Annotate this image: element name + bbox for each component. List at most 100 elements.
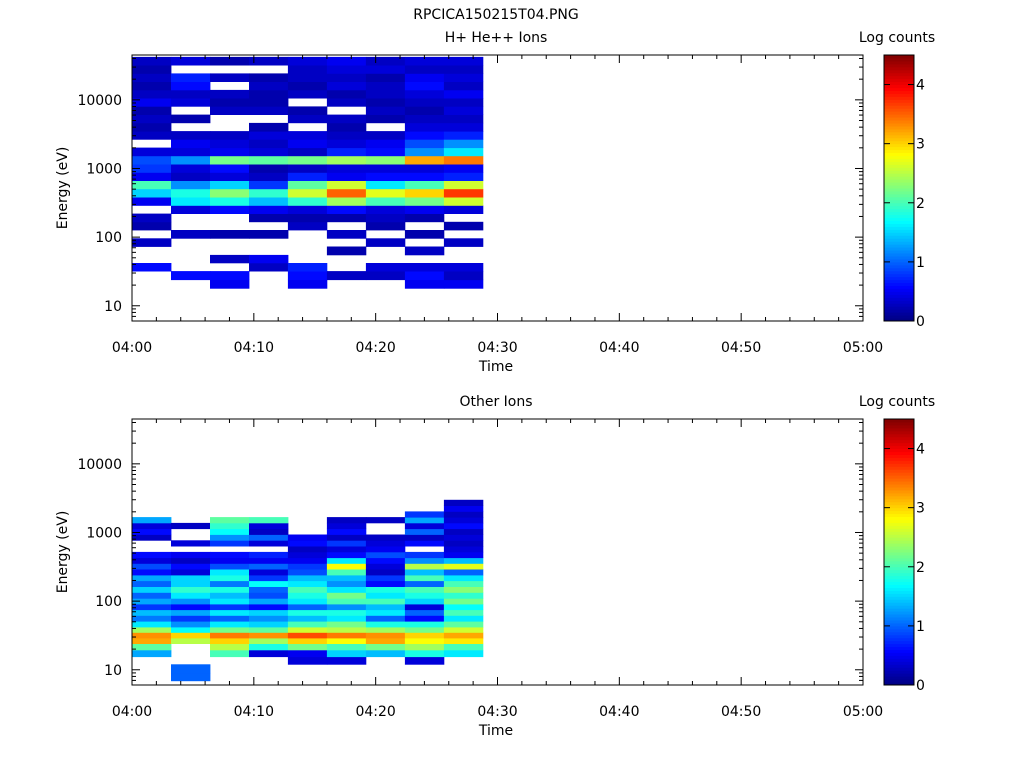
heatmap-cell xyxy=(443,221,484,231)
heatmap-cell xyxy=(404,73,445,82)
colorbar-segment xyxy=(884,288,914,292)
heatmap-cell xyxy=(132,147,172,157)
heatmap-cell xyxy=(326,632,367,639)
heatmap-cell xyxy=(443,540,484,547)
heatmap-cell xyxy=(210,230,250,239)
heatmap-cell xyxy=(443,139,484,149)
colorbar-segment xyxy=(884,291,914,295)
colorbar-segment xyxy=(884,229,914,233)
heatmap-cell xyxy=(171,575,211,582)
colorbar-segment xyxy=(884,176,914,180)
colorbar-segment xyxy=(884,670,914,674)
y-tick-label: 10 xyxy=(104,299,122,315)
heatmap-cell xyxy=(326,205,367,214)
colorbar-segment xyxy=(884,513,914,518)
heatmap-cell xyxy=(404,557,445,564)
colorbar-segment xyxy=(884,149,914,154)
colorbar-label: Log counts xyxy=(859,30,935,46)
heatmap-cell xyxy=(326,540,367,547)
y-tick-label: 1000 xyxy=(86,525,122,541)
heatmap-cell xyxy=(326,147,367,157)
heatmap-cell xyxy=(443,546,484,553)
colorbar-segment xyxy=(884,185,914,189)
heatmap-cell xyxy=(132,106,172,115)
heatmap-cell xyxy=(404,638,445,644)
heatmap-cell xyxy=(365,98,406,107)
heatmap-cell xyxy=(287,106,328,115)
heatmap-cell xyxy=(171,557,211,564)
colorbar-segment xyxy=(884,173,914,177)
x-tick-label: 04:50 xyxy=(721,340,761,356)
heatmap-cell xyxy=(287,73,328,82)
colorbar-segment xyxy=(884,193,914,198)
heatmap-cell xyxy=(210,56,250,66)
heatmap-cell xyxy=(171,114,211,124)
heatmap-cell xyxy=(132,197,172,206)
heatmap-cell xyxy=(132,632,172,639)
heatmap-cell xyxy=(404,580,445,587)
colorbar-segment xyxy=(884,652,914,656)
heatmap-cell xyxy=(365,56,406,66)
colorbar-segment xyxy=(884,232,914,236)
colorbar-segment xyxy=(884,457,914,461)
colorbar-segment xyxy=(884,134,914,139)
colorbar-segment xyxy=(884,492,914,497)
colorbar-segment xyxy=(884,469,914,473)
colorbar-segment xyxy=(884,495,914,500)
colorbar-segment xyxy=(884,419,914,423)
colorbar-segment xyxy=(884,90,914,94)
colorbar-segment xyxy=(884,188,914,192)
heatmap-cell xyxy=(210,522,250,530)
heatmap-cell xyxy=(171,89,211,99)
heatmap-cell xyxy=(249,89,289,99)
y-tick-label: 10000 xyxy=(77,457,122,473)
heatmap-cell xyxy=(443,522,484,530)
heatmap-cell xyxy=(443,122,484,132)
heatmap-cell xyxy=(326,122,367,132)
colorbar-segment xyxy=(884,196,914,201)
heatmap-cell xyxy=(132,114,172,124)
heatmap-cell xyxy=(210,271,250,281)
colorbar-segment xyxy=(884,258,914,263)
heatmap-cell xyxy=(404,279,445,289)
heatmap-cell xyxy=(132,180,172,190)
heatmap-cell xyxy=(249,139,289,149)
x-tick-label: 04:00 xyxy=(112,340,152,356)
heatmap-cell xyxy=(443,106,484,115)
heatmap-cell xyxy=(404,172,445,181)
heatmap-cell xyxy=(249,230,289,239)
heatmap-cell xyxy=(443,205,484,214)
heatmap-cell xyxy=(326,65,367,74)
heatmap-cell xyxy=(443,575,484,582)
colorbar-segment xyxy=(884,55,914,59)
heatmap-cell xyxy=(443,649,484,658)
heatmap-cell xyxy=(210,528,250,535)
heatmap-cell xyxy=(249,643,289,651)
heatmap-cell xyxy=(326,609,367,616)
heatmap-cell xyxy=(249,205,289,214)
colorbar-segment xyxy=(884,205,914,210)
heatmap-cell xyxy=(171,172,211,181)
heatmap-cell xyxy=(443,271,484,281)
colorbar-frame xyxy=(883,54,915,322)
heatmap-cell xyxy=(287,557,328,564)
heatmap-cell xyxy=(326,180,367,190)
heatmap-cell xyxy=(365,621,406,628)
heatmap-cell xyxy=(443,586,484,593)
heatmap-cell xyxy=(287,649,328,658)
colorbar-segment xyxy=(884,466,914,470)
heatmap-cell xyxy=(171,230,211,239)
heatmap-cell xyxy=(443,615,484,622)
heatmap-cell xyxy=(171,632,211,639)
colorbar-segment xyxy=(884,472,914,476)
heatmap-cell xyxy=(326,197,367,206)
colorbar-segment xyxy=(884,137,914,142)
heatmap-cell xyxy=(132,81,172,91)
colorbar-segment xyxy=(884,531,914,535)
heatmap-cell xyxy=(249,254,289,264)
heatmap-cell xyxy=(365,615,406,622)
heatmap-cell xyxy=(171,563,211,570)
heatmap-cell xyxy=(132,598,172,605)
heatmap-cell xyxy=(326,213,367,223)
